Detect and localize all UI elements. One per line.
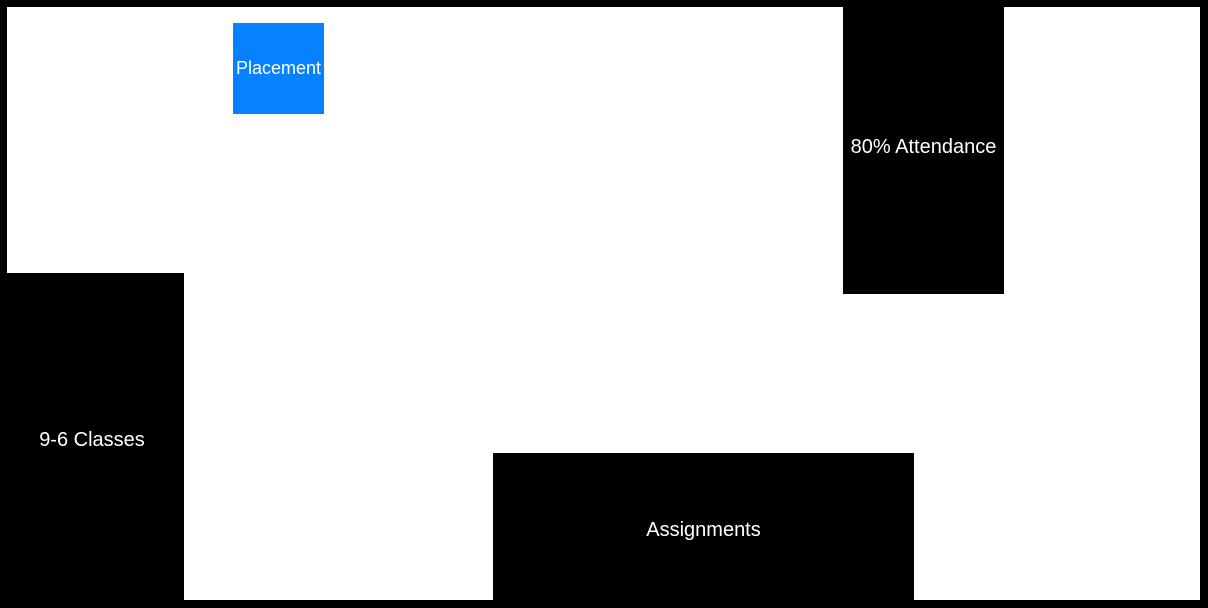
assignments-label: Assignments (646, 519, 761, 541)
attendance-label: 80% Attendance (850, 135, 997, 158)
placement-label: Placement (235, 58, 322, 78)
attendance-block: 80% Attendance (843, 0, 1004, 294)
assignments-block: Assignments (493, 453, 914, 608)
classes-label: 9-6 Classes (39, 429, 145, 451)
classes-block: 9-6 Classes (0, 273, 184, 608)
placement-block[interactable]: Placement (233, 23, 324, 114)
